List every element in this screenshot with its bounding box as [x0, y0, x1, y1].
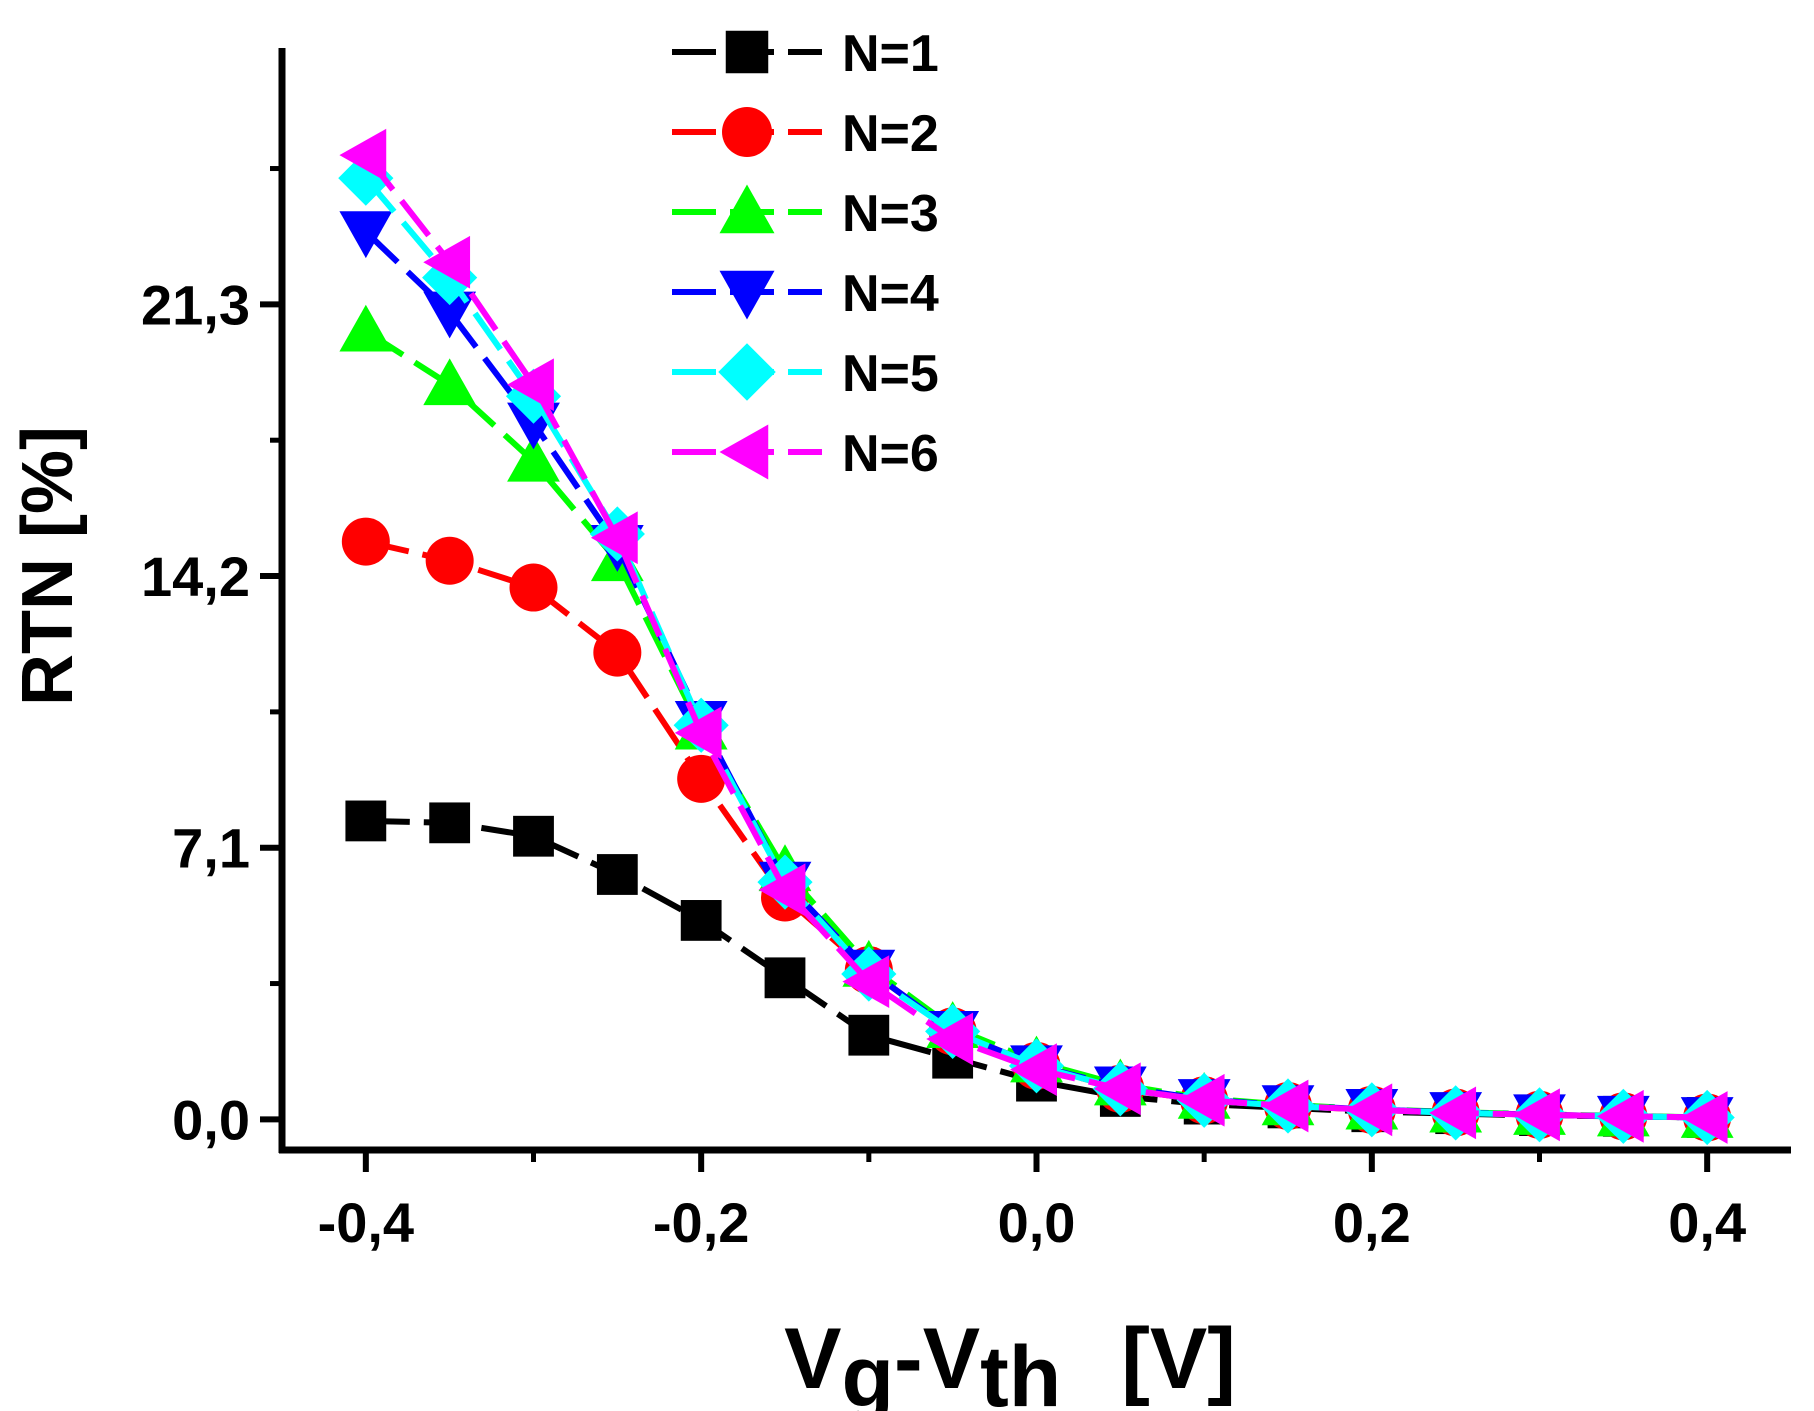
legend-marker: [719, 184, 775, 234]
x-axis-title-vth-sub: th: [980, 1329, 1061, 1411]
data-point: [509, 563, 558, 612]
x-axis-title-vth: V: [923, 1311, 980, 1407]
data-point: [926, 1012, 974, 1066]
data-point: [423, 291, 477, 339]
legend-marker: [722, 107, 772, 157]
legend-item: N=2: [672, 105, 939, 163]
data-point: [507, 358, 554, 412]
data-point: [674, 706, 722, 760]
data-point: [339, 128, 387, 182]
data-point: [758, 863, 806, 917]
data-point: [680, 900, 722, 941]
series-n-5: [338, 150, 1735, 1146]
x-tick-label: 0,2: [1333, 1191, 1411, 1254]
legend-marker: [719, 270, 775, 320]
data-point: [339, 211, 393, 259]
legend-label: N=2: [842, 105, 939, 163]
x-tick-label: -0,2: [653, 1191, 750, 1254]
legend: N=1 N=2 N=3 N=4 N=5 N=6: [672, 25, 939, 483]
y-tick-label: 0,0: [172, 1088, 250, 1151]
data-point: [339, 304, 393, 352]
legend-label: N=3: [842, 185, 939, 243]
legend-label: N=4: [842, 265, 939, 323]
series-line: [365, 538, 1708, 1121]
series-n-6: [339, 128, 1728, 1144]
legend-label: N=5: [842, 345, 939, 403]
y-tick-label: 7,1: [172, 817, 250, 880]
x-tick-label: 0,4: [1668, 1191, 1746, 1254]
legend-marker: [719, 424, 769, 480]
data-point: [1596, 1089, 1644, 1143]
x-axis-title-vg-sub: g: [842, 1329, 895, 1411]
data-point: [1010, 1043, 1057, 1097]
data-point: [513, 815, 554, 857]
data-point: [1345, 1083, 1393, 1137]
x-axis-title: Vg-Vth [V]: [784, 1311, 1236, 1411]
y-axis-title: RTN [%]: [8, 426, 88, 706]
data-point: [1429, 1086, 1477, 1140]
data-point: [345, 800, 387, 842]
data-point: [422, 249, 478, 306]
y-tick-label: 14,2: [141, 545, 250, 608]
legend-label: N=6: [842, 425, 939, 483]
data-point: [429, 802, 471, 844]
legend-item: N=5: [672, 343, 939, 403]
data-point: [677, 754, 726, 803]
data-point: [848, 1014, 890, 1056]
x-axis-title-unit: [V]: [1121, 1311, 1236, 1407]
data-point: [423, 358, 477, 406]
y-tick-label: 21,3: [141, 273, 250, 336]
series-n-4: [339, 211, 1734, 1144]
x-axis-title-vg: V: [784, 1311, 841, 1407]
data-point: [425, 536, 474, 585]
series-line: [363, 153, 1708, 1121]
data-point: [1261, 1079, 1309, 1133]
data-point: [423, 235, 471, 289]
data-point: [341, 517, 390, 566]
series-line: [363, 176, 1708, 1121]
data-point: [764, 957, 806, 999]
x-axis-title-dash: -: [894, 1311, 923, 1407]
data-point: [596, 854, 638, 895]
legend-item: N=3: [672, 184, 939, 243]
x-tick-label: 0,0: [998, 1191, 1076, 1254]
data-point: [507, 434, 560, 482]
x-tick-label: -0,4: [318, 1191, 415, 1254]
data-point: [590, 511, 638, 565]
legend-item: N=6: [672, 424, 939, 483]
data-point: [1177, 1073, 1225, 1127]
legend-marker: [718, 343, 776, 401]
data-point: [1680, 1091, 1728, 1144]
legend-item: N=4: [672, 265, 939, 323]
legend-item: N=1: [672, 25, 939, 83]
series-line: [363, 229, 1708, 1121]
series-n-3: [339, 304, 1734, 1138]
data-point: [842, 955, 890, 1009]
data-point: [1093, 1062, 1141, 1116]
axes: 0,0 7,1 14,2 21,3 -0,4 -0,2 0,0 0,2 0,4: [141, 48, 1791, 1254]
legend-marker: [725, 30, 769, 74]
plot-area: [338, 128, 1735, 1146]
data-point: [1513, 1088, 1560, 1142]
legend-label: N=1: [842, 25, 939, 83]
data-point: [593, 628, 642, 677]
